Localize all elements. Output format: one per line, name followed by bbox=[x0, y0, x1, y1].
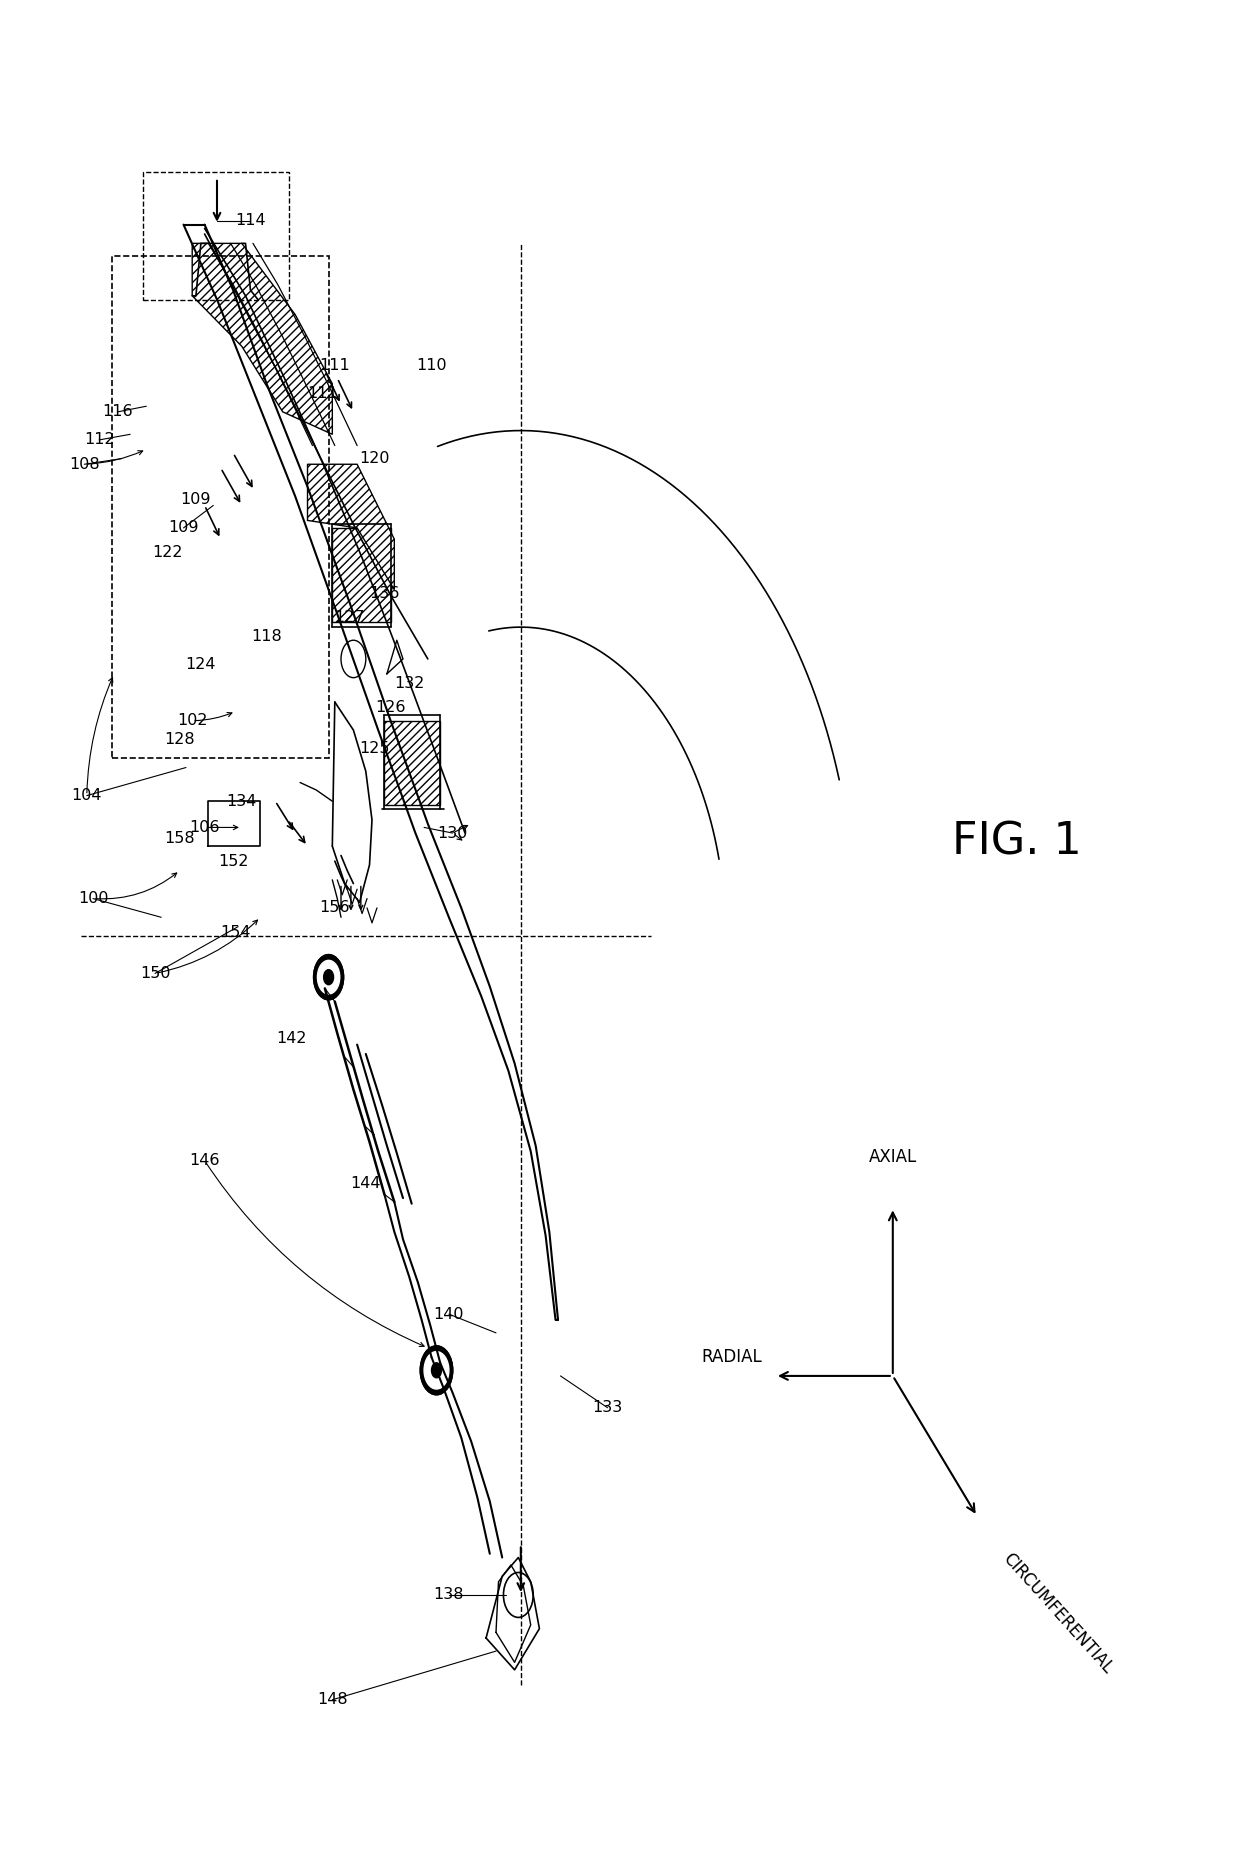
Text: 132: 132 bbox=[394, 676, 424, 691]
Text: 127: 127 bbox=[335, 610, 365, 625]
Text: 152: 152 bbox=[218, 854, 248, 869]
Text: 114: 114 bbox=[236, 213, 265, 228]
Text: 148: 148 bbox=[317, 1692, 347, 1707]
Circle shape bbox=[324, 970, 334, 985]
Text: CIRCUMFERENTIAL: CIRCUMFERENTIAL bbox=[999, 1550, 1117, 1677]
Polygon shape bbox=[308, 464, 394, 590]
Circle shape bbox=[314, 955, 343, 1000]
Text: 111: 111 bbox=[308, 386, 337, 401]
Text: 156: 156 bbox=[320, 900, 350, 915]
Text: 106: 106 bbox=[190, 820, 219, 835]
Text: 125: 125 bbox=[360, 741, 389, 756]
Circle shape bbox=[424, 1352, 449, 1389]
Text: 112: 112 bbox=[84, 432, 114, 447]
Polygon shape bbox=[384, 721, 440, 805]
Text: 144: 144 bbox=[351, 1176, 381, 1191]
Text: 122: 122 bbox=[153, 545, 182, 560]
Text: 136: 136 bbox=[370, 586, 399, 601]
Text: 100: 100 bbox=[78, 891, 108, 906]
Text: 109: 109 bbox=[181, 492, 211, 507]
Text: RADIAL: RADIAL bbox=[702, 1348, 763, 1367]
Text: 142: 142 bbox=[277, 1031, 306, 1046]
Text: 158: 158 bbox=[165, 831, 195, 846]
Text: 109: 109 bbox=[169, 520, 198, 535]
Text: 146: 146 bbox=[190, 1153, 219, 1168]
Circle shape bbox=[317, 960, 340, 994]
Circle shape bbox=[432, 1363, 441, 1378]
Text: 134: 134 bbox=[227, 794, 257, 809]
Text: 124: 124 bbox=[186, 657, 216, 672]
Text: 120: 120 bbox=[360, 451, 389, 466]
Text: 150: 150 bbox=[140, 966, 170, 981]
Text: 140: 140 bbox=[434, 1307, 464, 1322]
Polygon shape bbox=[192, 243, 332, 434]
Polygon shape bbox=[332, 528, 391, 622]
Circle shape bbox=[420, 1346, 453, 1395]
Text: 102: 102 bbox=[177, 713, 207, 728]
Text: 154: 154 bbox=[221, 925, 250, 940]
Text: 108: 108 bbox=[69, 457, 99, 472]
Text: FIG. 1: FIG. 1 bbox=[952, 822, 1081, 863]
Text: AXIAL: AXIAL bbox=[869, 1148, 916, 1166]
Text: 110: 110 bbox=[417, 358, 446, 373]
Text: 126: 126 bbox=[376, 700, 405, 715]
Text: 116: 116 bbox=[103, 404, 133, 419]
Text: 128: 128 bbox=[165, 732, 195, 747]
Text: 118: 118 bbox=[252, 629, 281, 644]
Text: 133: 133 bbox=[593, 1400, 622, 1415]
Text: 138: 138 bbox=[434, 1587, 464, 1602]
Text: 104: 104 bbox=[72, 788, 102, 803]
Text: 130: 130 bbox=[438, 826, 467, 841]
Text: 111: 111 bbox=[320, 358, 350, 373]
